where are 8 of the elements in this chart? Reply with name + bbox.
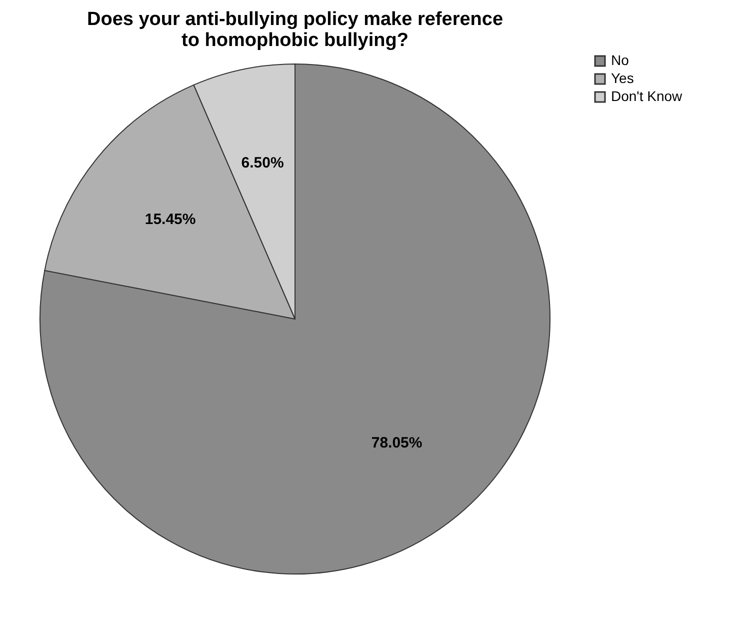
data-label: 15.45%: [144, 210, 196, 228]
legend-label: Yes: [611, 70, 634, 86]
chart-title: Does your anti-bullying policy make reference to homophobic bullying?: [86, 9, 504, 51]
pie-slice: [40, 64, 550, 574]
legend-label: Don't Know: [611, 88, 684, 104]
legend-label: No: [611, 52, 630, 68]
data-label: 6.50%: [241, 154, 284, 172]
data-label: 78.05%: [371, 434, 422, 452]
